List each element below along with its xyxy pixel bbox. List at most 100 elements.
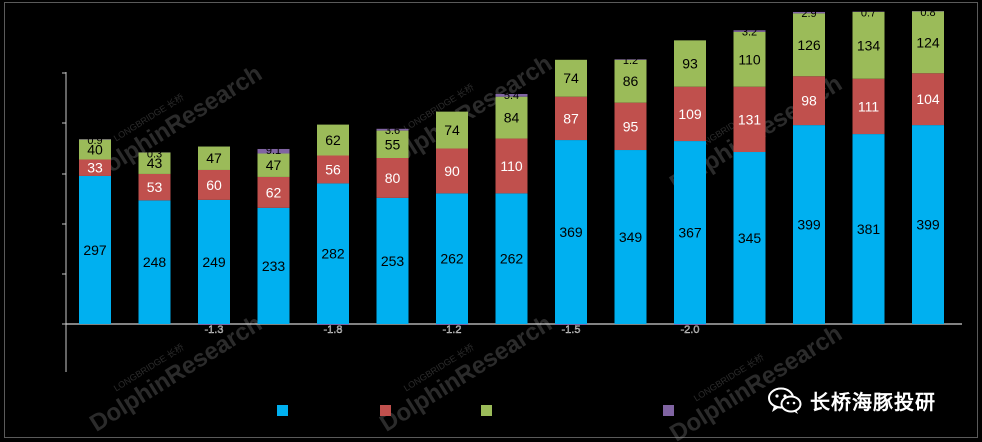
bar-segment [138, 173, 171, 201]
data-label: 86 [623, 73, 639, 89]
bar-segment [614, 102, 647, 151]
data-label: 233 [262, 258, 286, 274]
data-label: 1.2 [623, 55, 638, 67]
bar-segment [436, 148, 468, 194]
bar-segment [317, 155, 349, 184]
bar-segment [793, 11, 825, 14]
data-label: 349 [619, 229, 643, 245]
legend-swatch [380, 405, 391, 416]
data-label: 98 [801, 93, 817, 109]
bar-segment [793, 13, 825, 77]
legend [277, 405, 674, 416]
data-label: 0.9 [87, 135, 102, 147]
data-label: 249 [202, 254, 226, 270]
bar-segment-negative [317, 324, 349, 325]
data-label: 87 [563, 110, 579, 126]
data-label: 110 [738, 51, 761, 67]
data-label: 110 [500, 158, 523, 174]
data-label: 33 [87, 160, 103, 176]
bar-segment [614, 150, 647, 324]
data-label: 282 [321, 246, 345, 262]
bar-segment [793, 125, 825, 324]
data-label: 109 [678, 106, 702, 122]
data-label: 84 [504, 110, 520, 126]
brand-badge: 长桥海豚投研 [768, 386, 936, 415]
bar-segment [912, 125, 944, 324]
bar-segment [376, 128, 409, 131]
data-label: 74 [563, 70, 579, 86]
bar-segment [912, 11, 944, 74]
bar-segment [614, 59, 647, 60]
data-label: 104 [916, 91, 940, 107]
watermark-text: DolphinResearch [375, 310, 557, 437]
data-label: 126 [797, 37, 821, 53]
data-label: 3.6 [385, 125, 400, 137]
bar-segment [614, 59, 647, 103]
bar-segment [376, 157, 409, 198]
data-label: 9.1 [266, 145, 281, 157]
data-label-negative: -1.2 [443, 324, 462, 336]
bar-segment [436, 193, 468, 324]
data-label: 0.7 [861, 8, 876, 20]
bar-segment [555, 59, 587, 97]
bar-segment [912, 73, 944, 126]
data-label: 95 [623, 118, 639, 134]
data-label: 131 [738, 111, 762, 127]
bar-segment-negative [674, 324, 706, 325]
legend-swatch [663, 405, 674, 416]
bar-segment [198, 146, 230, 170]
data-label: 0.3 [147, 148, 162, 160]
data-label: 399 [797, 217, 821, 233]
bar-segment [733, 30, 766, 32]
data-label: 80 [385, 170, 401, 186]
data-label: 62 [266, 184, 282, 200]
data-label: 5.4 [504, 90, 519, 102]
bar-segment [733, 152, 766, 324]
bar-segment [495, 138, 528, 194]
bar-segment-negative [436, 324, 468, 325]
bar-segment [257, 207, 290, 324]
chart-frame [4, 2, 978, 438]
data-label: 369 [559, 224, 583, 240]
bar-segment [317, 124, 349, 156]
legend-swatch [277, 405, 288, 416]
bar-segment [257, 148, 290, 154]
bar-segment [79, 159, 111, 176]
bar-segment [138, 200, 171, 324]
data-label: 262 [440, 251, 464, 267]
data-label: 134 [857, 37, 881, 53]
data-label: 0.8 [920, 7, 935, 19]
bar-segment [257, 153, 290, 177]
data-label: 297 [83, 242, 107, 258]
data-label: 55 [385, 136, 401, 152]
data-label: 381 [857, 221, 881, 237]
data-label: 367 [678, 225, 702, 241]
watermark-text: DolphinResearch [85, 310, 267, 437]
bar-segment [555, 140, 587, 324]
legend-swatch [481, 405, 492, 416]
bar-segment [198, 169, 230, 200]
bar-segment [138, 152, 171, 174]
data-label: 74 [444, 122, 460, 138]
bar-segment-negative [555, 324, 587, 325]
bar-segment [495, 93, 528, 97]
bar-segment [674, 40, 706, 87]
bar-segment [495, 193, 528, 324]
bars [79, 11, 944, 325]
data-label-negative: -1.8 [324, 324, 343, 336]
data-label-negative: -1.3 [205, 324, 224, 336]
data-labels: 29733400.924853430.32496047-1.323362479.… [83, 7, 940, 336]
data-label: 345 [738, 230, 762, 246]
bar-segment [733, 86, 766, 153]
data-label: 90 [444, 163, 460, 179]
bar-segment [198, 199, 230, 324]
data-label-negative: -1.5 [562, 324, 581, 336]
bar-segment [555, 96, 587, 141]
data-label: 60 [206, 177, 222, 193]
data-label: 248 [143, 254, 167, 270]
bar-segment [495, 96, 528, 139]
bar-segment [79, 139, 111, 160]
data-label: 93 [682, 56, 698, 72]
